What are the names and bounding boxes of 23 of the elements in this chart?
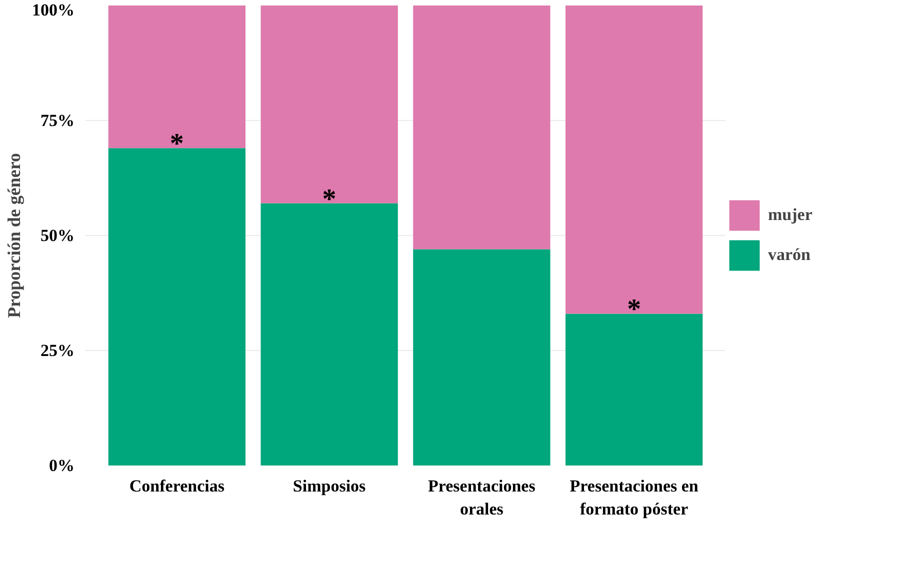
y-tick-label: 25% [40,341,74,360]
legend-label: mujer [768,205,812,225]
bar [108,6,246,148]
bar [413,6,550,250]
y-tick-label: 75% [40,111,74,130]
bar [566,6,703,314]
annotation: * [170,128,184,160]
x-tick-label: Conferencias [129,476,225,496]
annotation: * [322,184,336,215]
y-tick-label: 50% [40,226,74,245]
bar [566,314,703,466]
y-axis-title: Proporción de género [4,152,24,318]
bar [260,203,398,466]
bar [260,6,398,204]
legend-label: varón [768,245,810,265]
bar [413,249,550,466]
y-tick-label: 100% [32,0,74,20]
y-tick-label: 0% [49,456,74,475]
x-tick-label: Presentaciones en formato póster [570,476,699,518]
annotation: * [627,294,642,326]
bar [108,148,246,466]
x-tick-label: Presentaciones orales [428,476,536,518]
x-tick-label: Simposios [292,476,366,496]
